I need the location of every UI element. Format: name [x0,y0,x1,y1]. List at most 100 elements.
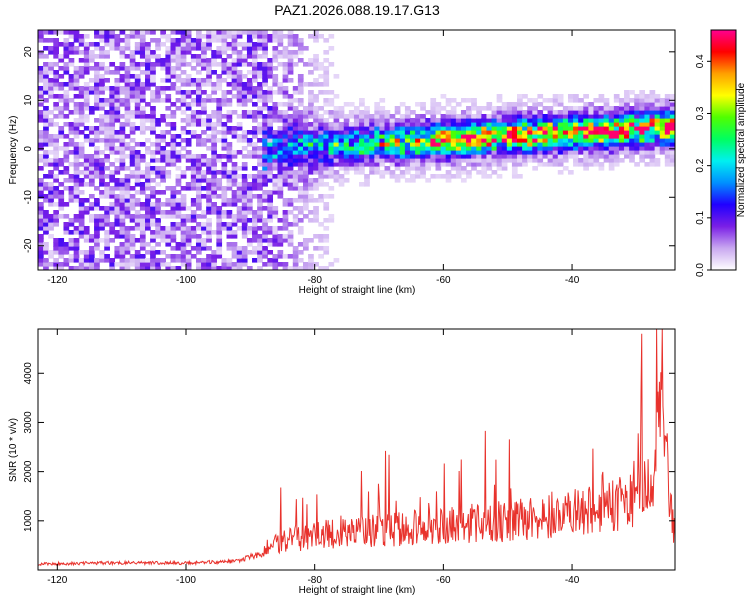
heatmap-cell [53,38,59,43]
heatmap-cell [466,130,472,135]
heatmap-cell [537,150,544,155]
heatmap-cell [257,122,263,127]
heatmap-cell [537,110,544,115]
heatmap-cell [425,130,431,135]
heatmap-cell [150,78,156,83]
heatmap-cell [211,142,217,147]
heatmap-cell [195,250,202,255]
heatmap-cell [425,118,431,123]
heatmap-cell [328,134,335,139]
heatmap-cell [639,158,646,163]
heatmap-cell [353,154,360,159]
heatmap-cell [455,166,462,171]
heatmap-cell [323,166,330,171]
heatmap-cell [435,134,442,139]
heatmap-cell [114,42,121,47]
heatmap-cell [313,118,319,123]
heatmap-cell [634,106,640,111]
heatmap-cell [109,262,116,267]
heatmap-cell [104,30,110,35]
heatmap-cell [88,234,95,239]
heatmap-cell [68,74,75,79]
heatmap-cell [659,146,666,151]
heatmap-cell [170,206,177,211]
heatmap-cell [165,214,172,219]
heatmap-cell [180,94,187,99]
heatmap-cell [63,166,70,171]
heatmap-cell [629,122,635,127]
heatmap-cell [124,114,131,119]
heatmap-cell [88,178,95,183]
heatmap-cell [440,114,447,119]
heatmap-cell [654,106,661,111]
heatmap-cell [624,150,630,155]
heatmap-cell [573,138,579,143]
heatmap-cell [420,154,426,159]
heatmap-cell [501,122,508,127]
heatmap-cell [578,158,584,163]
heatmap-cell [78,210,85,215]
heatmap-cell [272,190,279,195]
heatmap-cell [185,30,192,35]
heatmap-cell [145,46,151,51]
heatmap-cell [552,142,559,147]
heatmap-cell [583,158,589,163]
heatmap-cell [109,150,116,155]
heatmap-cell [114,38,121,43]
heatmap-cell [88,130,95,135]
heatmap-cell [313,94,319,99]
heatmap-cell [348,138,355,143]
heatmap-cell [455,146,462,151]
heatmap-cell [252,234,258,239]
heatmap-cell [201,266,207,270]
heatmap-cell [435,154,442,159]
heatmap-cell [48,86,54,91]
heatmap-cell [445,178,452,183]
heatmap-cell [425,150,431,155]
heatmap-cell [129,254,136,259]
heatmap-cell [511,110,518,115]
heatmap-cell [257,42,263,47]
heatmap-cell [654,118,661,123]
heatmap-cell [573,110,579,115]
heatmap-cell [440,126,447,131]
heatmap-cell [644,142,651,147]
heatmap-cell [236,258,243,263]
colorbar-ticks: 0.00.10.20.30.4 [695,54,711,277]
heatmap-cell [302,62,309,67]
heatmap-cell [272,230,279,235]
heatmap-cell [359,150,365,155]
heatmap-cell [573,158,579,163]
heatmap-cell [246,174,253,179]
heatmap-cell [94,86,100,91]
heatmap-cell [78,234,85,239]
heatmap-cell [420,146,426,151]
heatmap-cell [389,170,396,175]
heatmap-cell [145,202,151,207]
heatmap-cell [359,182,365,187]
heatmap-cell [471,122,477,127]
heatmap-cell [257,174,263,179]
heatmap-cell [185,46,192,51]
heatmap-cell [608,106,615,111]
heatmap-cell [236,194,243,199]
heatmap-cell [552,130,559,135]
heatmap-cell [603,118,610,123]
heatmap-cell [170,66,177,71]
heatmap-cell [287,34,294,39]
heatmap-cell [104,222,110,227]
heatmap-cell [150,154,156,159]
heatmap-cell [557,146,564,151]
heatmap-cell [598,142,605,147]
heatmap-cell [297,178,304,183]
heatmap-cell [201,258,207,263]
heatmap-cell [206,194,212,199]
heatmap-cell [471,98,477,103]
heatmap-cell [252,186,258,191]
heatmap-cell [277,114,284,119]
heatmap-cell [226,202,233,207]
heatmap-cell [175,254,182,259]
heatmap-cell [399,170,406,175]
heatmap-cell [134,42,141,47]
heatmap-cell [308,58,314,63]
